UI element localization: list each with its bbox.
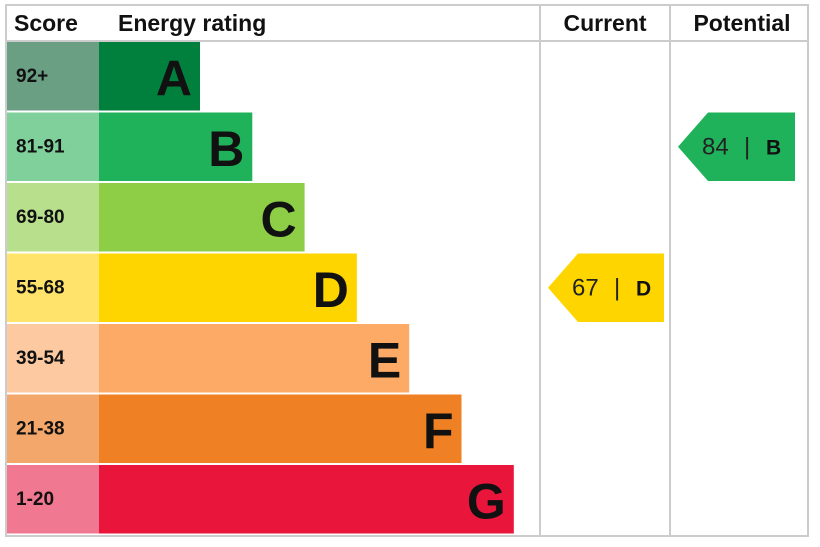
score-cell <box>7 183 99 252</box>
potential-letter: B <box>766 136 781 159</box>
score-cell <box>7 253 99 322</box>
potential-value: 84 <box>702 133 729 160</box>
score-cell <box>7 42 99 111</box>
header-current: Current <box>563 10 646 36</box>
border <box>5 4 809 537</box>
score-label: 69-80 <box>16 207 65 228</box>
score-label: 1-20 <box>16 489 54 510</box>
potential-arrow <box>678 112 795 181</box>
band-letter: C <box>260 191 296 247</box>
score-label: 92+ <box>16 66 48 87</box>
band-letter: D <box>313 262 349 318</box>
current-arrow <box>548 253 664 322</box>
band-bar <box>99 465 514 534</box>
band-bar <box>99 394 462 463</box>
band-letter: G <box>467 473 506 529</box>
band-bar <box>99 183 305 252</box>
band-letter: B <box>208 121 244 177</box>
potential-separator: | <box>744 133 750 160</box>
band-letter: E <box>368 332 401 388</box>
score-label: 55-68 <box>16 277 65 298</box>
score-label: 21-38 <box>16 418 65 439</box>
score-cell <box>7 324 99 393</box>
band-bar <box>99 112 253 181</box>
current-letter: D <box>636 277 651 300</box>
header-score: Score <box>14 10 78 36</box>
score-cell <box>7 394 99 463</box>
band-letter: A <box>156 50 192 106</box>
band-letter: F <box>423 403 454 459</box>
band-bar <box>99 324 410 393</box>
band-bar <box>99 253 357 322</box>
score-label: 81-91 <box>16 136 65 157</box>
current-value: 67 <box>572 274 599 301</box>
score-label: 39-54 <box>16 348 65 369</box>
header-potential: Potential <box>693 10 790 36</box>
band-bar <box>99 42 200 111</box>
header-rating: Energy rating <box>118 10 266 36</box>
score-cell <box>7 112 99 181</box>
current-separator: | <box>614 274 620 301</box>
score-cell <box>7 465 99 534</box>
